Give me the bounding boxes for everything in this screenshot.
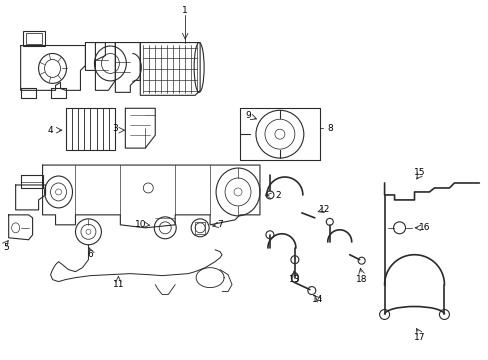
Text: 12: 12 [319,206,330,215]
Bar [22,31,44,45]
Text: 2: 2 [275,192,280,201]
Text: 16: 16 [418,223,429,232]
Text: 1: 1 [182,6,188,15]
Text: 5: 5 [3,243,8,252]
Text: 18: 18 [355,275,366,284]
Bar [195,222,204,234]
Text: 11: 11 [112,280,124,289]
Bar [65,108,115,150]
Text: 7: 7 [217,220,223,229]
Text: 10: 10 [134,220,146,229]
Bar [25,32,41,44]
Text: 17: 17 [413,333,425,342]
Text: 3: 3 [112,124,118,133]
Text: 14: 14 [311,295,323,304]
Text: 15: 15 [413,167,425,176]
Text: 4: 4 [48,126,53,135]
Bar [240,108,319,160]
Text: 8: 8 [326,124,332,133]
Text: 9: 9 [244,111,250,120]
Text: 13: 13 [288,275,300,284]
Text: 6: 6 [87,250,93,259]
